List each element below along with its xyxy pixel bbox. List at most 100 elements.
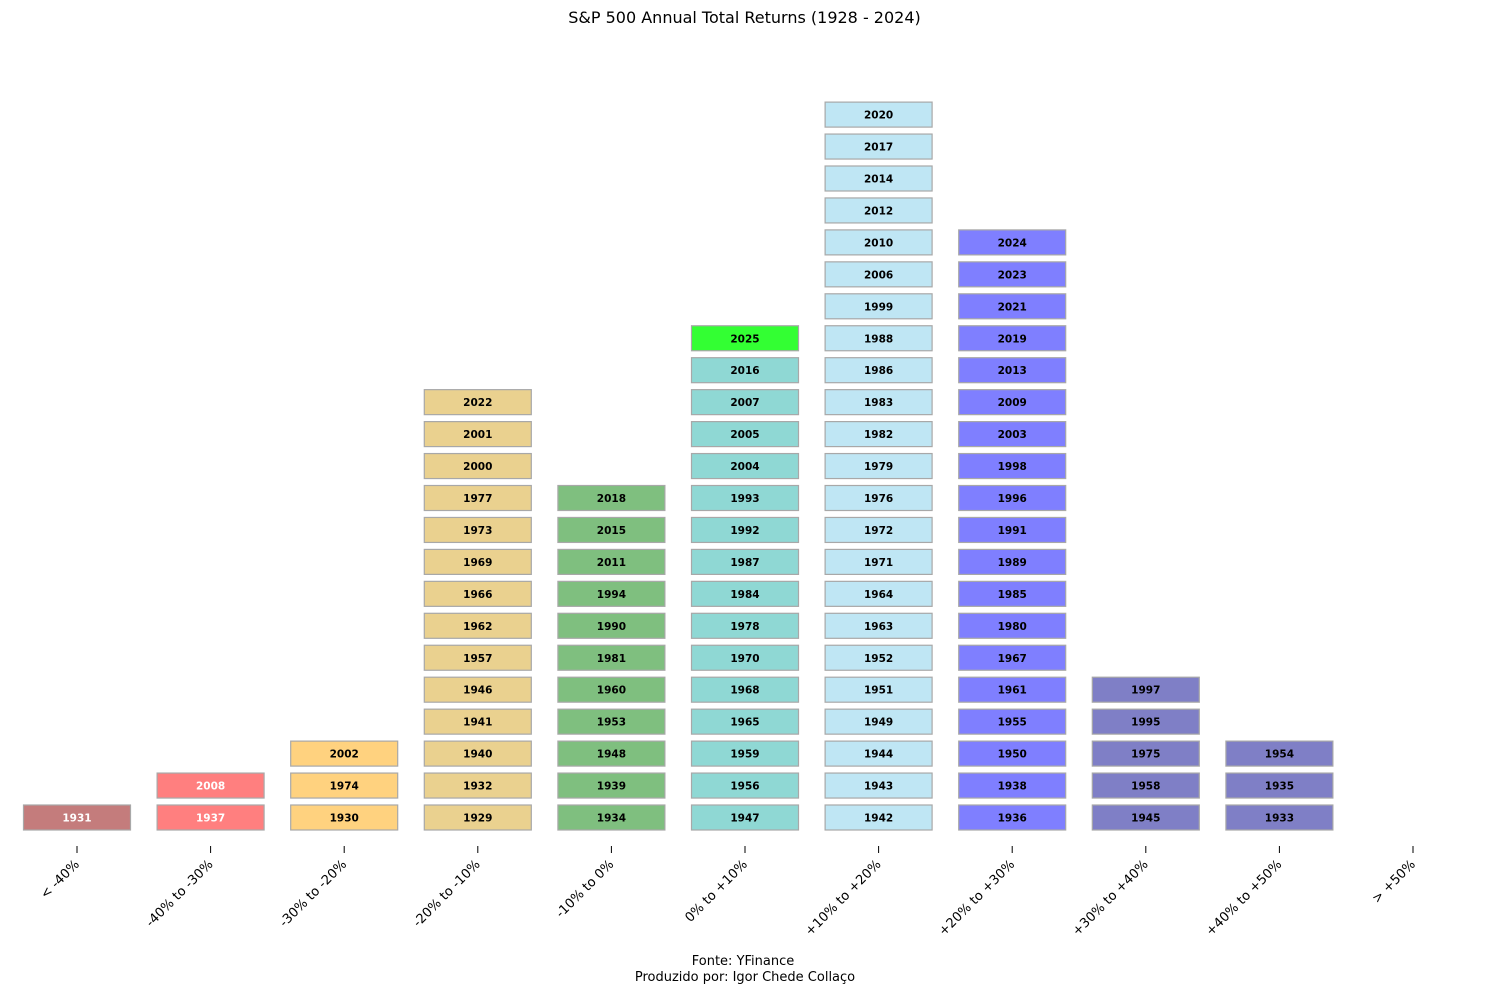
- bar-box-1937: [156, 804, 265, 831]
- data-label-1990: 1990: [597, 621, 626, 633]
- data-label-1984: 1984: [730, 589, 759, 601]
- data-label-2000: 2000: [463, 461, 492, 473]
- data-label-2006: 2006: [864, 269, 893, 281]
- data-label-1983: 1983: [864, 397, 893, 409]
- bar-box-1992: [690, 516, 800, 544]
- data-label-1985: 1985: [998, 589, 1027, 601]
- data-label-1994: 1994: [597, 589, 626, 601]
- bar-box-2000: [423, 452, 532, 480]
- bar-box-1973: [423, 516, 532, 544]
- data-label-1942: 1942: [864, 813, 893, 825]
- data-label-1936: 1936: [998, 813, 1027, 825]
- bar-box-1987: [690, 548, 800, 576]
- data-label-2019: 2019: [998, 333, 1027, 345]
- data-label-1967: 1967: [998, 653, 1027, 665]
- bar-box-2019: [958, 325, 1067, 352]
- data-label-1963: 1963: [864, 621, 893, 633]
- bar-box-1999: [824, 293, 933, 320]
- bar-box-1989: [958, 548, 1067, 576]
- data-label-1961: 1961: [998, 685, 1027, 697]
- bar-box-1933: [1225, 804, 1334, 831]
- data-label-1975: 1975: [1131, 749, 1160, 761]
- bar-box-1997: [1091, 676, 1200, 703]
- data-label-2002: 2002: [330, 749, 359, 761]
- data-label-2005: 2005: [730, 429, 759, 441]
- data-label-1998: 1998: [998, 461, 1027, 473]
- bar-box-2011: [557, 548, 666, 576]
- bar-box-2010: [824, 229, 933, 256]
- data-label-1938: 1938: [998, 781, 1027, 793]
- footer-source: Fonte: YFinance: [692, 954, 795, 969]
- data-label-1966: 1966: [463, 589, 492, 601]
- data-label-1971: 1971: [864, 557, 893, 569]
- x-tick-label: -30% to -20%: [277, 857, 350, 930]
- bar-box-1986: [824, 357, 933, 384]
- bars-group: 1931 1937 2008 1930 1974 2002 1929 1932 1940 1941…: [22, 101, 1334, 831]
- data-label-1956: 1956: [730, 781, 759, 793]
- data-label-1989: 1989: [998, 557, 1027, 569]
- bar-box-1971: [824, 548, 933, 576]
- data-label-1941: 1941: [463, 717, 492, 729]
- bar-box-1965: [690, 708, 800, 735]
- bar-box-1970: [690, 644, 800, 671]
- bar-box-1964: [824, 580, 933, 607]
- bar-box-1941: [423, 708, 532, 735]
- bar-box-1938: [958, 772, 1067, 799]
- bar-box-2009: [958, 389, 1067, 416]
- x-tick-label: > +50%: [1369, 857, 1418, 906]
- data-label-2025: 2025: [730, 333, 759, 345]
- data-label-1991: 1991: [998, 525, 1027, 537]
- data-label-2016: 2016: [730, 365, 759, 377]
- bar-box-1935: [1225, 772, 1334, 799]
- data-label-2022: 2022: [463, 397, 492, 409]
- data-label-1946: 1946: [463, 685, 492, 697]
- bar-box-1943: [824, 772, 933, 799]
- bar-box-1974: [290, 772, 399, 799]
- data-label-1937: 1937: [196, 813, 225, 825]
- data-label-1999: 1999: [864, 301, 893, 313]
- data-label-1944: 1944: [864, 749, 893, 761]
- x-tick-label: < -40%: [38, 857, 83, 902]
- data-label-1988: 1988: [864, 333, 893, 345]
- data-label-1973: 1973: [463, 525, 492, 537]
- data-label-1945: 1945: [1131, 813, 1160, 825]
- bar-box-1976: [824, 484, 933, 512]
- data-label-1949: 1949: [864, 717, 893, 729]
- data-label-1951: 1951: [864, 685, 893, 697]
- bar-box-2001: [423, 421, 532, 448]
- data-label-2003: 2003: [998, 429, 1027, 441]
- x-tick-label: +30% to +40%: [1070, 857, 1152, 939]
- data-label-1957: 1957: [463, 653, 492, 665]
- bar-box-1967: [958, 644, 1067, 671]
- data-label-1987: 1987: [730, 557, 759, 569]
- x-tick-label: +10% to +20%: [802, 857, 884, 939]
- data-label-1996: 1996: [998, 493, 1027, 505]
- data-label-2021: 2021: [998, 301, 1027, 313]
- bar-box-1985: [958, 580, 1067, 607]
- bar-box-2007: [690, 389, 800, 416]
- data-label-1932: 1932: [463, 781, 492, 793]
- bar-box-1952: [824, 644, 933, 671]
- bar-box-2020: [824, 101, 933, 128]
- data-label-2004: 2004: [730, 461, 759, 473]
- data-label-1995: 1995: [1131, 717, 1160, 729]
- data-label-1952: 1952: [864, 653, 893, 665]
- data-label-2010: 2010: [864, 237, 893, 249]
- bar-box-1983: [824, 389, 933, 416]
- data-label-2008: 2008: [196, 781, 225, 793]
- data-label-1970: 1970: [730, 653, 759, 665]
- data-label-2018: 2018: [597, 493, 626, 505]
- bar-box-1942: [824, 804, 933, 831]
- bar-box-1977: [423, 484, 532, 512]
- data-label-1992: 1992: [730, 525, 759, 537]
- bar-box-1936: [958, 804, 1067, 831]
- bar-box-1961: [958, 676, 1067, 703]
- bar-box-1947: [690, 804, 800, 831]
- data-label-1968: 1968: [730, 685, 759, 697]
- chart-title: S&P 500 Annual Total Returns (1928 - 202…: [568, 8, 921, 27]
- data-label-1997: 1997: [1131, 685, 1160, 697]
- bar-box-1988: [824, 325, 933, 352]
- data-label-1955: 1955: [998, 717, 1027, 729]
- bar-box-2023: [958, 261, 1067, 288]
